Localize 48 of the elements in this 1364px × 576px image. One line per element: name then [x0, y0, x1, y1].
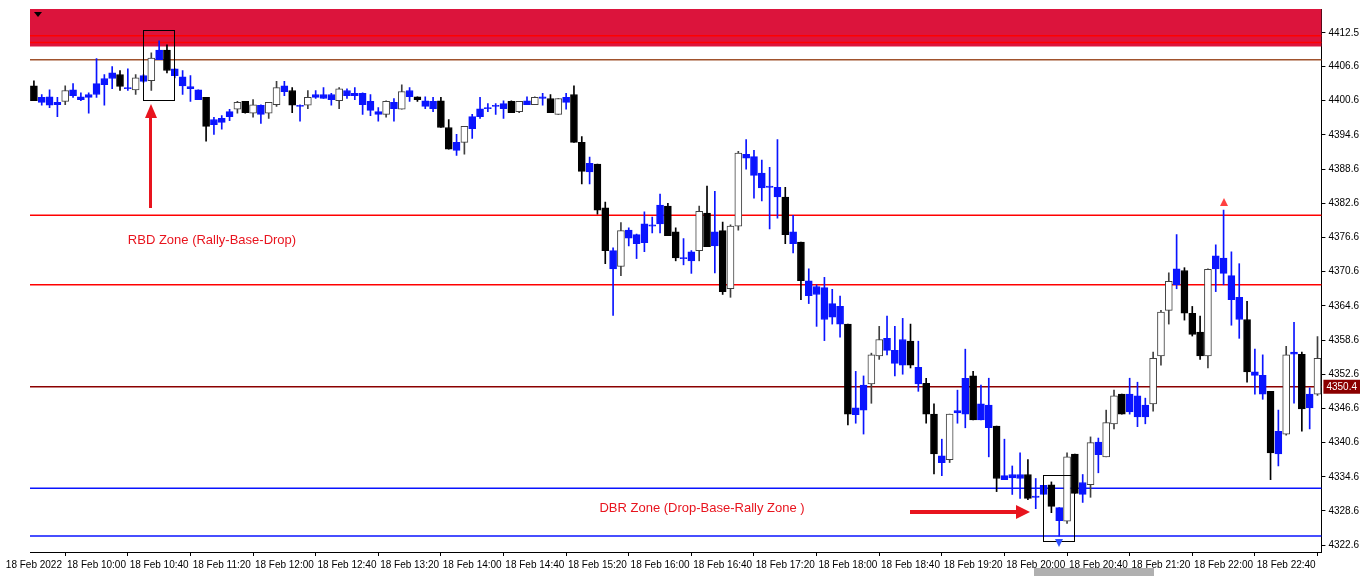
- candlestick: [742, 139, 750, 170]
- y-tick-label: 4400.6: [1328, 94, 1360, 106]
- x-tick-label: 18 Feb 19:20: [943, 558, 1004, 570]
- x-tick-label: 18 Feb 10:00: [67, 558, 127, 570]
- y-tick-label: 4412.5: [1328, 26, 1360, 38]
- x-tick-label: 18 Feb 16:00: [630, 558, 690, 570]
- x-tick-label: 18 Feb 15:20: [567, 558, 628, 570]
- y-tick-label: 4334.6: [1328, 470, 1360, 482]
- annotation: DBR Zone (Drop-Base-Rally Zone ): [599, 500, 805, 515]
- candlestick: [937, 438, 946, 476]
- x-tick-label: 18 Feb 20:00: [1006, 558, 1066, 570]
- y-tick-label: 4376.6: [1328, 231, 1360, 243]
- x-tick-label: 18 Feb 13:20: [380, 558, 440, 570]
- ref-line-label: 4350.4: [1326, 380, 1358, 392]
- x-tick-label: 18 Feb 22:40: [1256, 558, 1317, 570]
- y-tick-label: 4370.6: [1328, 265, 1360, 277]
- y-tick-label: 4382.6: [1328, 197, 1360, 209]
- y-tick-label: 4328.6: [1328, 504, 1360, 516]
- y-tick-label: 4352.6: [1328, 367, 1360, 379]
- x-tick-label: 18 Feb 11:20: [192, 558, 252, 570]
- y-tick-label: 4340.6: [1328, 436, 1360, 448]
- candlestick: [374, 107, 383, 122]
- x-tick-label: 18 Feb 12:40: [317, 558, 377, 570]
- candlestick: [124, 68, 132, 91]
- y-tick-label: 4346.6: [1328, 402, 1360, 414]
- y-tick-label: 4358.6: [1328, 333, 1360, 345]
- x-tick-label: 18 Feb 22:00: [1194, 558, 1254, 570]
- x-tick-label: 18 Feb 10:40: [129, 558, 190, 570]
- annotation: RBD Zone (Rally-Base-Drop): [127, 232, 297, 247]
- x-tick-label: 18 Feb 21:20: [1131, 558, 1191, 570]
- x-tick-label: 18 Feb 18:00: [818, 558, 878, 570]
- candlestick: [1290, 322, 1298, 404]
- x-tick-label: 18 Feb 20:40: [1068, 558, 1129, 570]
- x-tick-label: 18 Feb 18:40: [881, 558, 941, 570]
- x-tick-label: 18 Feb 14:00: [442, 558, 503, 570]
- y-tick-label: 4388.6: [1328, 162, 1360, 174]
- y-tick-label: 4394.6: [1328, 128, 1360, 140]
- x-tick-label: 18 Feb 17:20: [755, 558, 816, 570]
- x-tick-label: 18 Feb 14:40: [505, 558, 565, 570]
- x-tick-label: 18 Feb 16:40: [693, 558, 753, 570]
- candlestick: [84, 92, 93, 114]
- candlestick: [1251, 348, 1259, 395]
- y-tick-label: 4364.6: [1328, 299, 1360, 311]
- candlestick: [711, 191, 719, 274]
- x-tick-label: 18 Feb 2022: [5, 558, 63, 570]
- y-tick-label: 4406.6: [1328, 60, 1360, 72]
- y-tick-label: 4322.6: [1328, 538, 1360, 550]
- x-tick-label: 18 Feb 12:00: [254, 558, 315, 570]
